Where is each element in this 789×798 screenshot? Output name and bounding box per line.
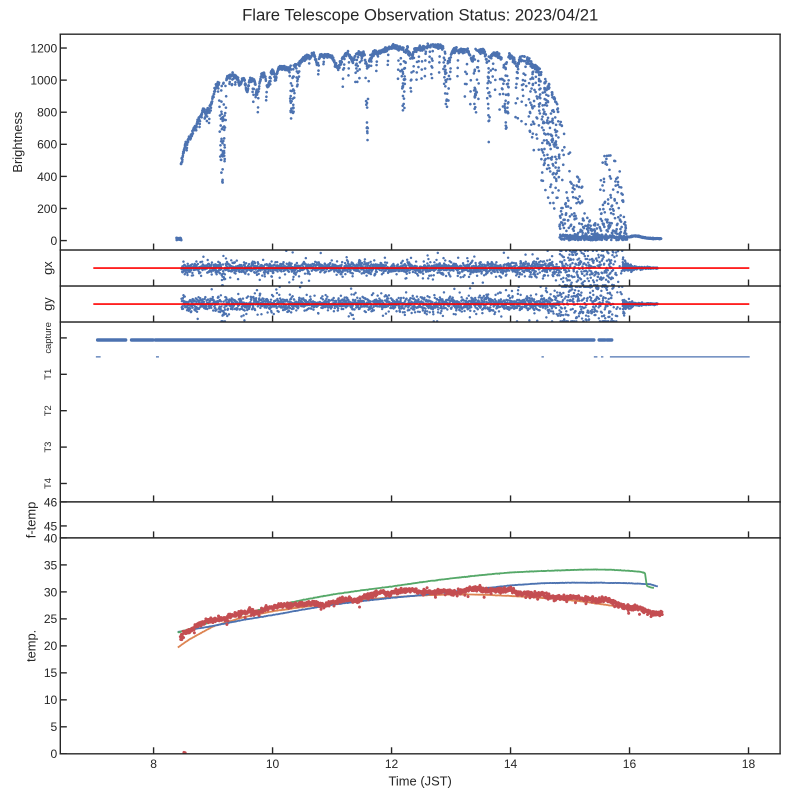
svg-text:45: 45	[44, 519, 58, 533]
svg-text:T4: T4	[43, 478, 54, 489]
svg-text:20: 20	[44, 639, 58, 653]
svg-text:0: 0	[51, 234, 58, 248]
svg-text:T1: T1	[43, 369, 54, 380]
svg-text:200: 200	[37, 202, 57, 216]
svg-text:1200: 1200	[30, 41, 57, 55]
svg-text:14: 14	[504, 757, 518, 771]
svg-text:Brightness: Brightness	[10, 112, 25, 173]
svg-text:capture: capture	[43, 322, 54, 353]
svg-text:40: 40	[44, 531, 58, 545]
svg-text:10: 10	[44, 693, 58, 707]
svg-text:Time (JST): Time (JST)	[389, 774, 452, 789]
svg-text:18: 18	[742, 757, 756, 771]
svg-text:15: 15	[44, 666, 58, 680]
svg-text:30: 30	[44, 585, 58, 599]
svg-text:600: 600	[37, 138, 57, 152]
svg-text:400: 400	[37, 170, 57, 184]
svg-text:16: 16	[623, 757, 637, 771]
svg-text:T3: T3	[43, 442, 54, 453]
svg-text:gy: gy	[40, 297, 55, 311]
svg-text:0: 0	[51, 747, 58, 761]
svg-text:12: 12	[385, 757, 399, 771]
svg-text:800: 800	[37, 106, 57, 120]
svg-text:f-temp: f-temp	[24, 502, 39, 539]
svg-text:10: 10	[266, 757, 280, 771]
svg-text:gx: gx	[40, 261, 55, 275]
svg-text:25: 25	[44, 612, 58, 626]
svg-text:Flare Telescope Observation St: Flare Telescope Observation Status: 2023…	[242, 5, 598, 24]
svg-text:35: 35	[44, 558, 58, 572]
svg-text:1000: 1000	[30, 74, 57, 88]
svg-text:5: 5	[51, 720, 58, 734]
svg-text:T2: T2	[43, 405, 54, 416]
svg-text:46: 46	[44, 495, 58, 509]
svg-text:temp.: temp.	[24, 630, 39, 662]
svg-text:8: 8	[150, 757, 157, 771]
